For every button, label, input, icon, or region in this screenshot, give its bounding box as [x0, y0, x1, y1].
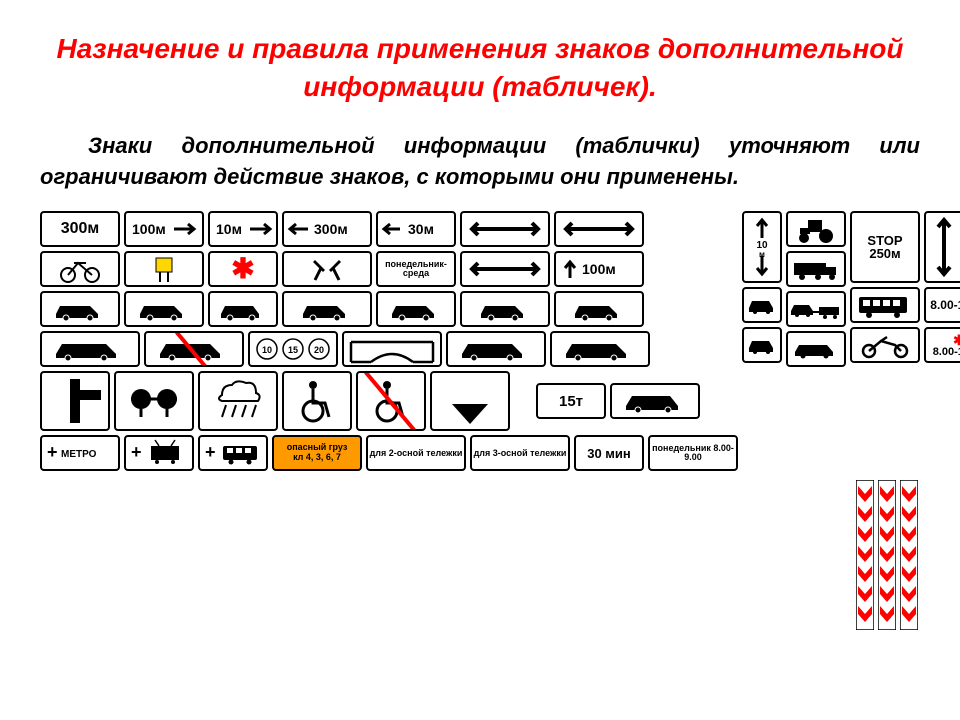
sign-car-small-2: [742, 327, 782, 363]
svg-text:МЕТРО: МЕТРО: [61, 449, 97, 460]
sign-car-r5: [610, 383, 700, 419]
sign-axle-2: для 2-осной тележки: [366, 435, 466, 471]
row-2: ✱ понедельник-среда 100м: [40, 251, 738, 287]
sign-up-100m: 100м: [554, 251, 644, 287]
sign-wheelchair: [282, 371, 352, 431]
slide-title: Назначение и правила применения знаков д…: [40, 30, 920, 106]
sign-yellow-box: [124, 251, 204, 287]
svg-text:100м: 100м: [132, 221, 166, 237]
row-3: [40, 291, 738, 327]
svg-text:+: +: [205, 442, 216, 462]
row-4: 10 15 20: [40, 331, 738, 367]
svg-text:10м: 10м: [216, 221, 242, 237]
sign-metro: +МЕТРО: [40, 435, 120, 471]
sign-tractor: [786, 211, 846, 247]
sign-car-trailer: [786, 291, 846, 327]
sign-time1: 8.00-17.30: [924, 287, 960, 323]
sign-car-b4: [786, 331, 846, 367]
sign-truck: [786, 251, 846, 287]
svg-text:м: м: [759, 250, 765, 259]
sign-weekday: понедельник-среда: [376, 251, 456, 287]
chevron-col-2: [878, 480, 896, 630]
sign-updown-tall: [924, 211, 960, 283]
svg-text:15: 15: [288, 345, 298, 355]
sign-updown-10m: 10м: [742, 211, 782, 283]
sign-both-arrows: [460, 211, 550, 247]
sign-motorcycle: [850, 327, 920, 363]
sign-axle-3: для 3-осной тележки: [470, 435, 570, 471]
sign-bridge: [342, 331, 442, 367]
row-6: +МЕТРО + + опасный груз кл 4, 3, 6, 7 дл…: [40, 435, 738, 471]
sign-car-1: [40, 291, 120, 327]
sign-wheelchair-strike: [356, 371, 426, 431]
sign-monday-time: понедельник 8.00-9.00: [648, 435, 738, 471]
sign-stop-250: STOP 250м: [850, 211, 920, 283]
chevron-group: [856, 480, 918, 630]
sign-car-6: [460, 291, 550, 327]
row-5: 15т: [40, 371, 738, 431]
sign-hammers: [282, 251, 372, 287]
sign-car-7: [554, 291, 644, 327]
chevron-col-3: [900, 480, 918, 630]
svg-text:20: 20: [314, 345, 324, 355]
svg-text:+: +: [47, 442, 58, 462]
sign-down-arrow: [430, 371, 510, 431]
sign-300m-left: 300м: [282, 211, 372, 247]
sign-bicycle: [40, 251, 120, 287]
sign-both-arrows-3: [460, 251, 550, 287]
sign-100m-right: 100м: [124, 211, 204, 247]
sign-trailer: [114, 371, 194, 431]
svg-text:10: 10: [262, 345, 272, 355]
sign-car-strike: [144, 331, 244, 367]
sign-plus-tram: +: [124, 435, 194, 471]
sign-30m-left: 30м: [376, 211, 456, 247]
sign-intersection: [40, 371, 110, 431]
sign-red-asterisk: ✱: [208, 251, 278, 287]
sign-both-arrows-2: [554, 211, 644, 247]
slide-body: Знаки дополнительной информации (табличк…: [40, 130, 920, 194]
sign-hazard-orange: опасный груз кл 4, 3, 6, 7: [272, 435, 362, 471]
svg-text:300м: 300м: [314, 221, 348, 237]
sign-car-5: [376, 291, 456, 327]
sign-plus-bus: +: [198, 435, 268, 471]
sign-10m-right: 10м: [208, 211, 278, 247]
sign-weights-circles: 10 15 20: [248, 331, 338, 367]
sign-15t: 15т: [536, 383, 606, 419]
sign-car-long-1: [40, 331, 140, 367]
sign-rain: [198, 371, 278, 431]
sign-car-3: [208, 291, 278, 327]
chevron-col-1: [856, 480, 874, 630]
signs-grid: 300м 100м 10м 300м 30м: [40, 211, 920, 475]
sign-car-4: [282, 291, 372, 327]
sign-distance-300m: 300м: [40, 211, 120, 247]
row-1: 300м 100м 10м 300м 30м: [40, 211, 738, 247]
sign-car-small-1: [742, 287, 782, 323]
sign-car-long-2: [446, 331, 546, 367]
sign-time2-star: ✱ 8.00-17.30: [924, 327, 960, 363]
sign-bus: [850, 287, 920, 323]
sign-car-long-3: [550, 331, 650, 367]
svg-text:100м: 100м: [582, 261, 616, 277]
sign-30min: 30 мин: [574, 435, 644, 471]
svg-text:30м: 30м: [408, 221, 434, 237]
sign-car-2: [124, 291, 204, 327]
svg-text:+: +: [131, 442, 142, 462]
